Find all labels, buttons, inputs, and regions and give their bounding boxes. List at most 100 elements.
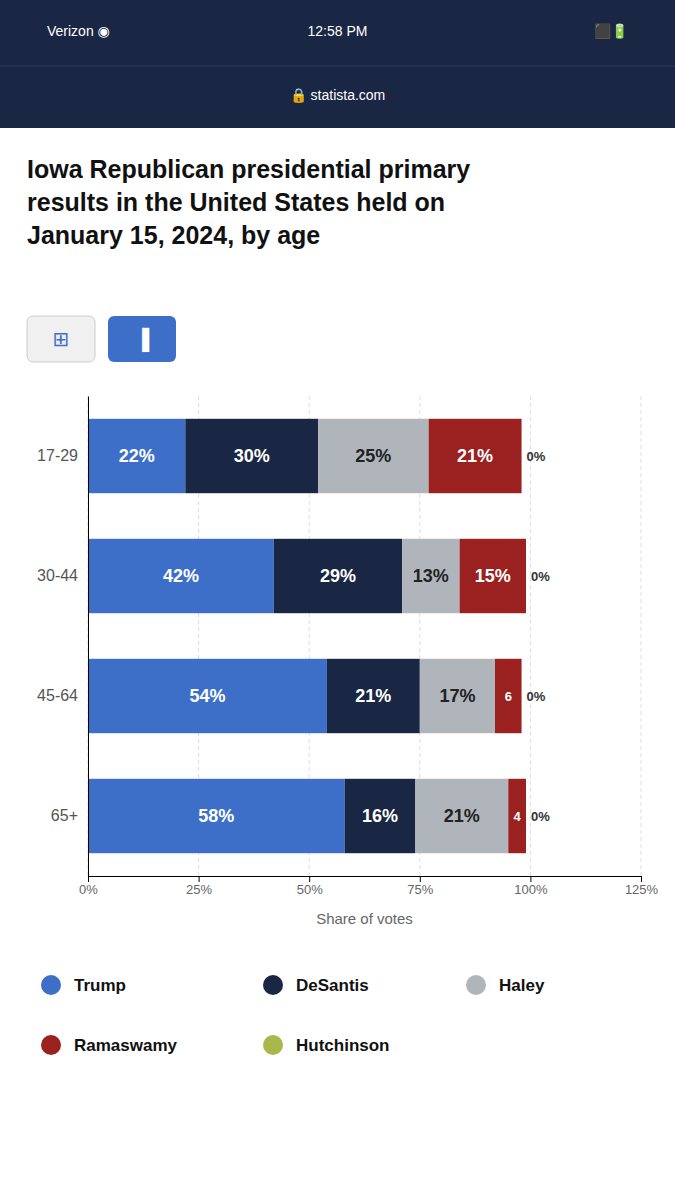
bar-series xyxy=(88,419,345,853)
legend-swatch xyxy=(263,975,283,995)
x-tick-label: 125% xyxy=(625,882,659,897)
bar xyxy=(185,419,318,493)
view-button xyxy=(108,316,176,362)
bar xyxy=(460,539,526,613)
data-label: 0% xyxy=(527,449,546,464)
legend-label: Ramaswamy xyxy=(74,1036,178,1055)
legend-swatch xyxy=(41,1035,61,1055)
bar xyxy=(274,539,402,613)
data-label: 30% xyxy=(234,446,270,466)
y-tick-label: 65+ xyxy=(51,807,78,824)
x-axis-line xyxy=(89,877,642,883)
x-axis: 0% 25% 50% 75% 100% 125% xyxy=(79,876,658,897)
x-axis-title: Share of votes xyxy=(316,910,413,927)
x-tick-label: 0% xyxy=(79,882,98,897)
data-label: 15% xyxy=(475,566,511,586)
data-label: 21% xyxy=(444,806,480,826)
x-tick-label: 50% xyxy=(297,882,323,897)
x-tick: 25% xyxy=(186,876,212,897)
view-button-icon: ⊞ xyxy=(53,328,70,350)
y-axis: 17-29 30-44 45-64 65+ xyxy=(37,397,88,877)
data-label: 22% xyxy=(119,446,155,466)
grid-line xyxy=(530,396,531,876)
x-tick-mark xyxy=(530,876,531,882)
bar xyxy=(318,419,429,493)
data-label: 13% xyxy=(413,566,449,586)
legend-label: Hutchinson xyxy=(296,1036,390,1055)
plot: 22% 42% 54% 58% 30% 29% 21% 16% 25% 13% 17% 21% 21% 1… xyxy=(37,396,658,927)
bar xyxy=(415,779,508,853)
y-tick-label: 45-64 xyxy=(37,687,78,704)
bar xyxy=(88,659,327,733)
data-label: 29% xyxy=(320,566,356,586)
data-label: 0% xyxy=(527,689,546,704)
data-label: 4 xyxy=(514,809,522,824)
bar xyxy=(327,659,420,733)
legend-item: Haley xyxy=(466,975,545,995)
x-tick-label: 25% xyxy=(186,882,212,897)
data-label: 0% xyxy=(531,809,550,824)
grid-line xyxy=(88,396,89,876)
y-tick-label: 30-44 xyxy=(37,567,78,584)
bars xyxy=(88,419,526,853)
header-divider xyxy=(0,66,675,67)
x-tick-mark xyxy=(309,876,310,882)
x-tick: 75% xyxy=(407,876,433,897)
legend-label: Trump xyxy=(74,976,126,995)
bar xyxy=(88,539,274,613)
legend-swatch xyxy=(263,1035,283,1055)
legend-swatch xyxy=(466,975,486,995)
legend-label: DeSantis xyxy=(296,976,369,995)
chart-title-line: results in the United States held on xyxy=(27,188,445,216)
header-background xyxy=(0,0,675,128)
data-label: 17% xyxy=(439,686,475,706)
data-label: 0% xyxy=(531,569,550,584)
y-tick: 45-64 xyxy=(37,687,78,704)
bar xyxy=(345,779,416,853)
y-tick-label: 17-29 xyxy=(37,447,78,464)
x-tick-label: 100% xyxy=(514,882,548,897)
legend-swatch xyxy=(41,975,61,995)
header-text: ⬛🔋 xyxy=(594,23,628,40)
x-tick-mark xyxy=(199,876,200,882)
data-label: 21% xyxy=(457,446,493,466)
bar xyxy=(521,419,522,493)
bar xyxy=(525,539,526,613)
chart-title: Iowa Republican presidential primary resu… xyxy=(27,155,470,249)
data-label: 58% xyxy=(198,806,234,826)
bar xyxy=(525,779,526,853)
header: Verizon ◉ 12:58 PM ⬛🔋 🔒 statista.com xyxy=(0,0,675,128)
bar xyxy=(88,779,345,853)
data-label: 21% xyxy=(355,686,391,706)
x-tick: 100% xyxy=(514,876,548,897)
header-text: 🔒 statista.com xyxy=(290,87,386,104)
view-buttons: ⊞▐ xyxy=(27,316,176,362)
header-text: 12:58 PM xyxy=(308,23,368,39)
view-button-icon: ▐ xyxy=(135,327,150,353)
data-label: 54% xyxy=(189,686,225,706)
bar xyxy=(429,419,522,493)
x-tick: 125% xyxy=(625,876,659,897)
legend-label: Haley xyxy=(499,976,545,995)
data-label: 42% xyxy=(163,566,199,586)
bar xyxy=(420,659,495,733)
grid xyxy=(88,396,641,876)
chart-title-line: January 15, 2024, by age xyxy=(27,221,320,249)
data-label: 25% xyxy=(355,446,391,466)
x-tick: 50% xyxy=(297,876,323,897)
x-tick-mark xyxy=(420,876,421,882)
bar-series xyxy=(429,419,526,853)
data-labels: 22% 42% 54% 58% 30% 29% 21% 16% 25% 13% 17% 21% 21% 1… xyxy=(119,446,551,826)
data-label: 6 xyxy=(505,689,512,704)
header-text: Verizon ◉ xyxy=(47,23,110,39)
view-button xyxy=(27,316,95,362)
legend: Trump DeSantis Haley Ramaswamy Hutchinson xyxy=(41,975,545,1055)
data-label: 16% xyxy=(362,806,398,826)
x-tick-mark xyxy=(88,876,89,882)
grid-line xyxy=(641,396,642,876)
y-tick: 65+ xyxy=(51,807,78,824)
bar xyxy=(521,659,522,733)
chart-title-line: Iowa Republican presidential primary xyxy=(27,155,470,183)
y-tick: 17-29 xyxy=(37,447,78,464)
bar xyxy=(402,539,460,613)
